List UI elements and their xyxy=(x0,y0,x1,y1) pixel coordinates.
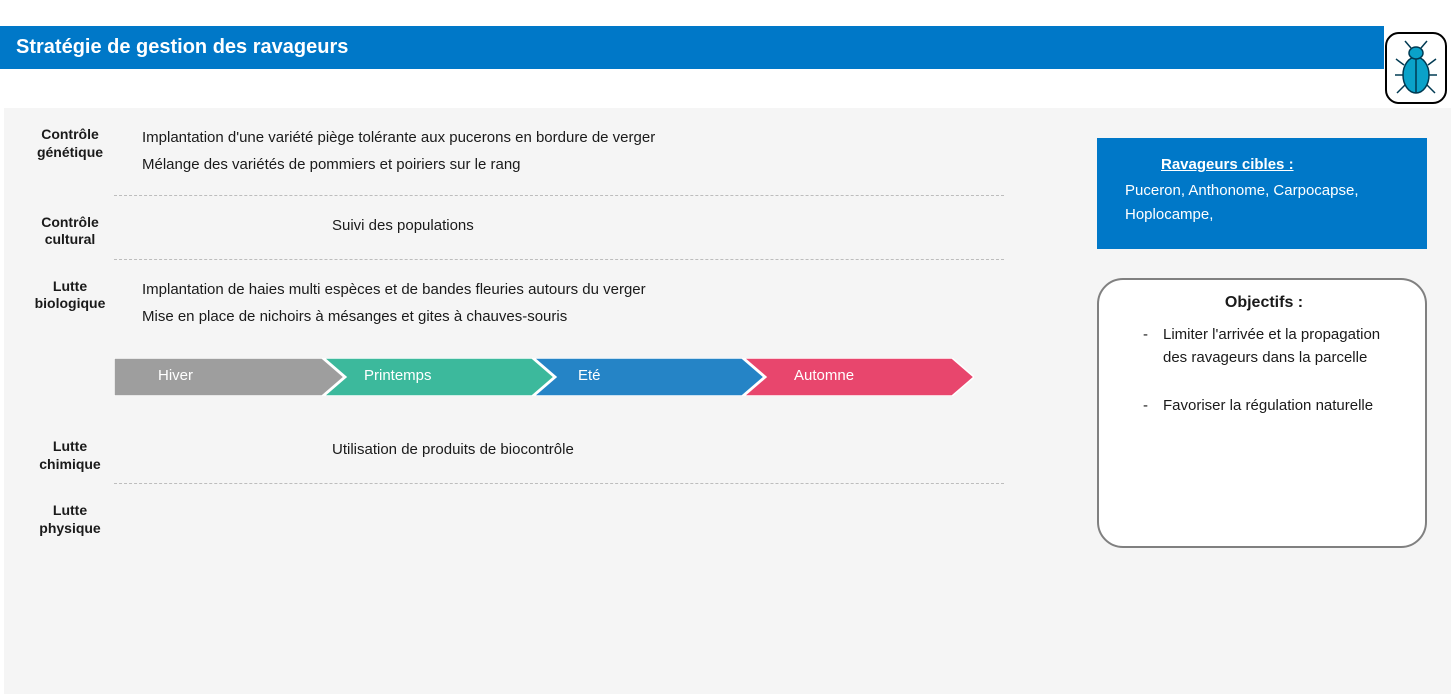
row-line: Mélange des variétés de pommiers et poir… xyxy=(142,153,1014,176)
content-area: Contrôlegénétique Implantation d'une vari… xyxy=(4,108,1451,694)
season-chevron xyxy=(534,358,764,396)
objective-item: Limiter l'arrivée et la propagation des … xyxy=(1137,324,1403,369)
row-line: Mise en place de nichoirs à mésanges et … xyxy=(142,305,1014,328)
targets-title: Ravageurs cibles : xyxy=(1161,156,1405,173)
beetle-icon-box xyxy=(1385,32,1447,104)
strategy-row: Contrôlecultural Suivi des populations xyxy=(4,196,1024,259)
strategy-row: Luttephysique xyxy=(4,484,1024,547)
row-content xyxy=(130,494,1024,502)
season-label: Eté xyxy=(578,367,601,384)
season-chevron xyxy=(744,358,974,396)
targets-panel: Ravageurs cibles : Puceron, Anthonome, C… xyxy=(1097,138,1427,249)
season-chevron xyxy=(114,358,344,396)
strategy-row: Luttebiologique Implantation de haies mul… xyxy=(4,260,1024,347)
season-label: Automne xyxy=(794,367,854,384)
season-label: Printemps xyxy=(364,367,432,384)
row-label: Luttephysique xyxy=(10,494,130,537)
row-content: Implantation d'une variété piège toléran… xyxy=(130,118,1024,185)
beetle-icon xyxy=(1394,39,1438,97)
row-label: Contrôlegénétique xyxy=(10,118,130,161)
row-line: Suivi des populations xyxy=(142,214,1014,237)
page-title: Stratégie de gestion des ravageurs xyxy=(16,36,348,58)
objectives-list: Limiter l'arrivée et la propagation des … xyxy=(1125,324,1403,418)
row-line: Implantation de haies multi espèces et d… xyxy=(142,278,1014,301)
season-chevron xyxy=(324,358,554,396)
objective-item: Favoriser la régulation naturelle xyxy=(1137,395,1403,418)
row-content: Utilisation de produits de biocontrôle xyxy=(130,430,1024,469)
strategy-table: Contrôlegénétique Implantation d'une vari… xyxy=(4,108,1024,694)
strategy-row: Luttechimique Utilisation de produits de … xyxy=(4,420,1024,483)
page-title-bar: Stratégie de gestion des ravageurs xyxy=(0,26,1384,69)
row-label: Luttebiologique xyxy=(10,270,130,313)
season-label: Hiver xyxy=(158,367,193,384)
strategy-row: Contrôlegénétique Implantation d'une vari… xyxy=(4,108,1024,195)
row-content: Suivi des populations xyxy=(130,206,1024,245)
objectives-title: Objectifs : xyxy=(1125,294,1403,312)
row-line: Implantation d'une variété piège toléran… xyxy=(142,126,1014,149)
seasons-chevron-bar: Hiver Printemps Eté Automne xyxy=(114,358,990,402)
row-label: Contrôlecultural xyxy=(10,206,130,249)
targets-text: Puceron, Anthonome, Carpocapse, Hoplocam… xyxy=(1125,179,1405,227)
row-content: Implantation de haies multi espèces et d… xyxy=(130,270,1024,337)
objectives-panel: Objectifs : Limiter l'arrivée et la prop… xyxy=(1097,278,1427,548)
row-label: Luttechimique xyxy=(10,430,130,473)
row-line: Utilisation de produits de biocontrôle xyxy=(142,438,1014,461)
